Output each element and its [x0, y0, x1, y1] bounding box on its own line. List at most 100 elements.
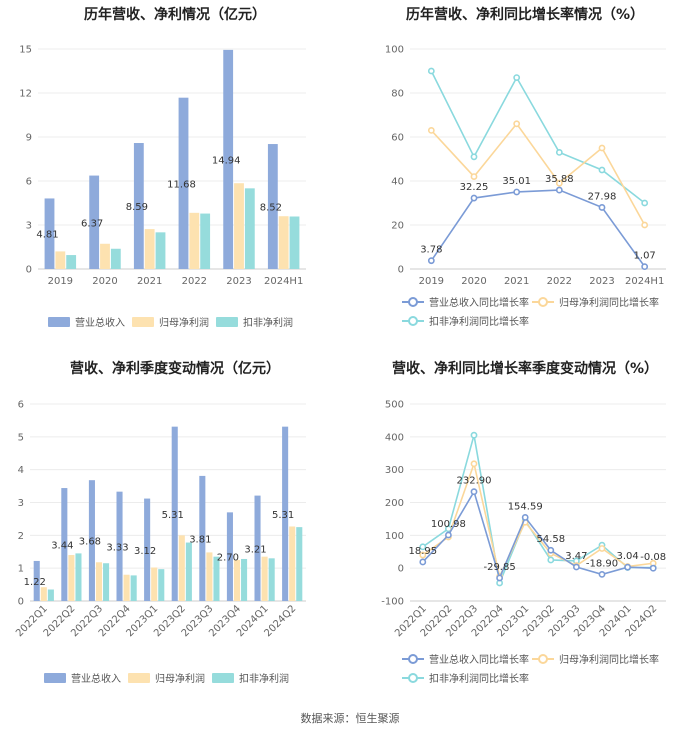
annual-bar-data-label: 8.59 [126, 202, 148, 213]
quarter-line-data-label: 3.04 [616, 551, 638, 562]
quarter-line-ytick-label: 400 [385, 432, 404, 443]
quarter-line-data-label: -18.90 [586, 558, 618, 569]
quarter-line-ytick-label: 100 [385, 531, 404, 542]
quarter-bar-bar-parent-profit [261, 556, 268, 601]
annual-line-data-label: 3.78 [420, 245, 442, 256]
quarter-bar-bar-revenue [88, 480, 95, 601]
annual-line-series-line-1 [430, 122, 646, 226]
annual-bar-bar-revenue [44, 198, 55, 269]
annual-bar-xtick-label: 2023 [226, 276, 251, 287]
quarter-line-data-label: 154.59 [508, 501, 543, 512]
quarter-bar-bar-parent-profit [40, 587, 47, 601]
quarter-bar-bar-deducted-profit [213, 556, 220, 601]
quarter-bar-bar-deducted-profit [158, 569, 165, 601]
quarter-bar-bar-deducted-profit [268, 558, 275, 601]
annual-bar-xtick-label: 2019 [48, 276, 73, 287]
quarter-line-point-0 [598, 570, 606, 578]
chart-title-quarter-revenue: 营收、净利季度变动情况（亿元） [70, 361, 280, 377]
quarter-line-point-1 [598, 545, 606, 552]
chart-title-annual-growth: 历年营收、净利同比增长率情况（%） [405, 7, 645, 23]
quarter-bar-bar-deducted-profit [241, 558, 248, 601]
quarter-line-ytick-label: -100 [381, 597, 404, 608]
quarter-bar-bar-deducted-profit [130, 575, 137, 601]
annual-line-point-1 [470, 173, 478, 180]
chart-title-quarter-growth: 营收、净利同比增长率季度变动情况（%） [391, 361, 659, 377]
quarter-bar-legend-swatch [44, 673, 66, 683]
quarter-bar-bar-parent-profit [151, 567, 158, 601]
quarter-bar-bar-revenue [226, 512, 233, 601]
annual-line-xtick-label: 2020 [461, 276, 486, 287]
annual-line-legend-marker [408, 316, 418, 326]
annual-bar-bar-revenue [267, 144, 278, 269]
quarter-bar-data-label: 3.21 [244, 544, 266, 555]
annual-line-point-2 [513, 74, 521, 81]
annual-bar-data-label: 8.52 [260, 203, 282, 214]
annual-line-series-line-0 [430, 189, 646, 268]
quarter-bar-bar-deducted-profit [185, 542, 192, 601]
quarter-line-series-line-2 [422, 434, 654, 586]
quarter-line-point-2 [470, 431, 478, 439]
quarter-line-ytick-label: 500 [385, 400, 404, 411]
chart-title-annual-revenue: 历年营收、净利情况（亿元） [84, 7, 266, 23]
quarter-bar-bar-deducted-profit [47, 589, 54, 601]
annual-line-point-0 [513, 188, 521, 196]
quarter-bar-bar-deducted-profit [75, 553, 82, 601]
quarter-line-point-0 [547, 546, 555, 554]
quarter-bar-data-label: 3.81 [189, 534, 211, 545]
annual-bar-legend-label: 归母净利润 [159, 316, 209, 329]
quarter-line-ytick-label: 200 [385, 498, 404, 509]
annual-bar-xtick-label: 2020 [92, 276, 117, 287]
annual-line-point-2 [555, 148, 563, 156]
annual-line-point-0 [641, 263, 649, 271]
quarter-line-point-2 [419, 543, 427, 551]
annual-line-data-label: 27.98 [588, 191, 617, 202]
quarter-bar-bar-deducted-profit [296, 527, 303, 601]
quarter-line-data-label: 54.58 [536, 534, 565, 545]
quarter-bar-bar-parent-profit [123, 574, 130, 601]
annual-line-series-line-2 [430, 70, 646, 204]
quarter-line-ytick-label: 300 [385, 465, 404, 476]
annual-bar-bar-parent-profit [189, 212, 200, 269]
annual-bar-bar-revenue [89, 175, 100, 269]
annual-bar-ytick-label: 3 [26, 221, 32, 232]
annual-line-point-1 [598, 144, 606, 152]
annual-bar-data-label: 14.94 [212, 155, 241, 166]
annual-line-data-label: 1.07 [634, 251, 656, 262]
annual-bar-ytick-label: 15 [19, 45, 32, 56]
annual-bar-legend-swatch [216, 317, 238, 327]
quarter-bar-data-label: 3.33 [106, 542, 128, 553]
quarter-bar-bar-parent-profit [95, 562, 103, 601]
annual-bar-bar-revenue [133, 143, 144, 269]
data-source-note: 数据来源：恒生聚源 [300, 712, 400, 725]
quarter-bar-data-label: 5.31 [162, 510, 184, 521]
quarter-bar-bar-parent-profit [68, 555, 75, 601]
annual-bar-ytick-label: 9 [26, 133, 32, 144]
annual-line-ytick-label: 20 [391, 221, 404, 232]
annual-bar-bar-parent-profit [100, 243, 110, 269]
quarter-bar-ytick-label: 1 [18, 564, 24, 575]
annual-bar-bar-revenue [178, 97, 189, 270]
annual-bar-bar-deducted-profit [200, 213, 211, 269]
annual-line-ytick-label: 100 [385, 45, 404, 56]
quarter-bar-legend-label: 扣非净利润 [239, 672, 289, 685]
quarter-bar-bar-revenue [116, 491, 123, 601]
annual-bar-legend-label: 营业总收入 [75, 316, 125, 329]
quarter-line-point-0 [649, 564, 657, 572]
quarter-bar-ytick-label: 3 [18, 498, 24, 509]
quarter-bar-bar-revenue [282, 426, 289, 601]
annual-line-point-1 [641, 221, 649, 229]
annual-bar-bar-revenue [223, 49, 234, 269]
annual-line-legend-label: 扣非净利润同比增长率 [429, 315, 529, 328]
quarter-line-legend-marker [538, 654, 548, 664]
quarter-line-point-0 [470, 488, 478, 496]
quarter-line-data-label: 232.90 [457, 476, 492, 487]
quarter-bar-data-label: 1.22 [24, 577, 46, 588]
quarter-line-legend-label: 归母净利润同比增长率 [559, 653, 659, 666]
quarter-bar-legend-swatch [212, 673, 234, 683]
quarter-line-series-line-1 [422, 460, 654, 579]
annual-line-point-1 [427, 126, 435, 134]
quarter-line-legend-marker [408, 673, 418, 683]
annual-line-ytick-label: 0 [398, 265, 404, 276]
annual-bar-bar-parent-profit [278, 216, 289, 269]
